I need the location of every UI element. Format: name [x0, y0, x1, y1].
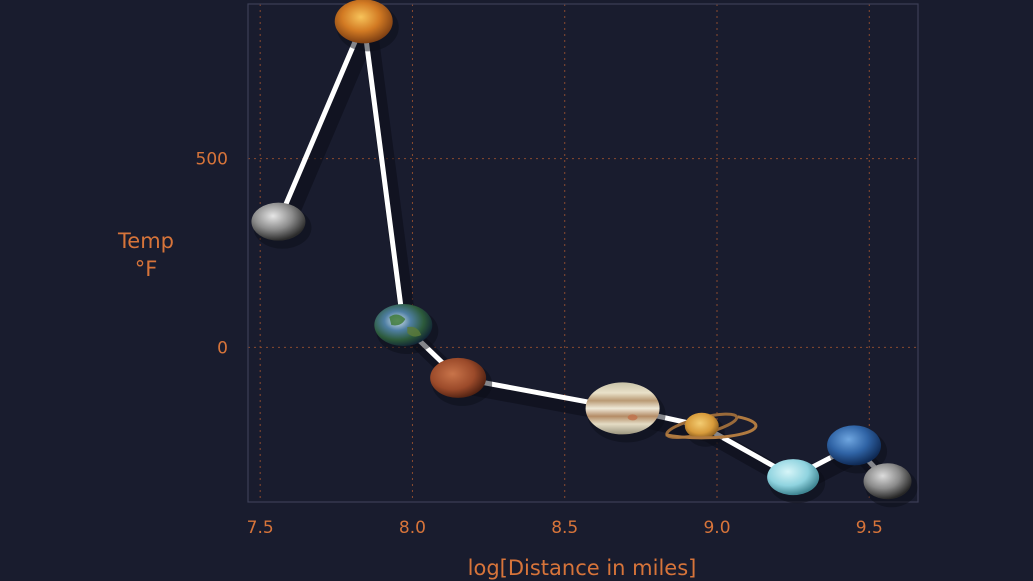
- y-axis-title-line-1: Temp: [117, 229, 174, 253]
- plot-frame: [247, 3, 919, 503]
- earth-icon: [374, 304, 439, 355]
- x-tick-label: 9.5: [856, 518, 883, 538]
- x-tick-label: 7.5: [247, 518, 274, 538]
- tick-labels: 7.5 8.0 8.5 9.0 9.5 0 500: [196, 150, 883, 538]
- y-tick-label: 0: [217, 338, 228, 358]
- x-tick-label: 9.0: [703, 518, 730, 538]
- mars-icon: [430, 357, 493, 406]
- pluto-icon: [863, 463, 918, 508]
- uranus-icon: [767, 459, 826, 504]
- x-tick-label: 8.0: [399, 518, 426, 538]
- saturn-icon: [665, 412, 758, 447]
- venus-icon: [334, 0, 399, 52]
- grid: [248, 4, 918, 502]
- y-axis-title-line-2: °F: [135, 257, 158, 281]
- jupiter-icon: [585, 382, 666, 443]
- data-markers: [251, 0, 918, 508]
- y-tick-label: 500: [196, 150, 228, 170]
- x-axis-title: log[Distance in miles]: [468, 556, 697, 580]
- data-line: [275, 18, 902, 498]
- mercury-icon: [251, 202, 312, 249]
- x-tick-label: 8.5: [551, 518, 578, 538]
- neptune-icon: [827, 425, 888, 474]
